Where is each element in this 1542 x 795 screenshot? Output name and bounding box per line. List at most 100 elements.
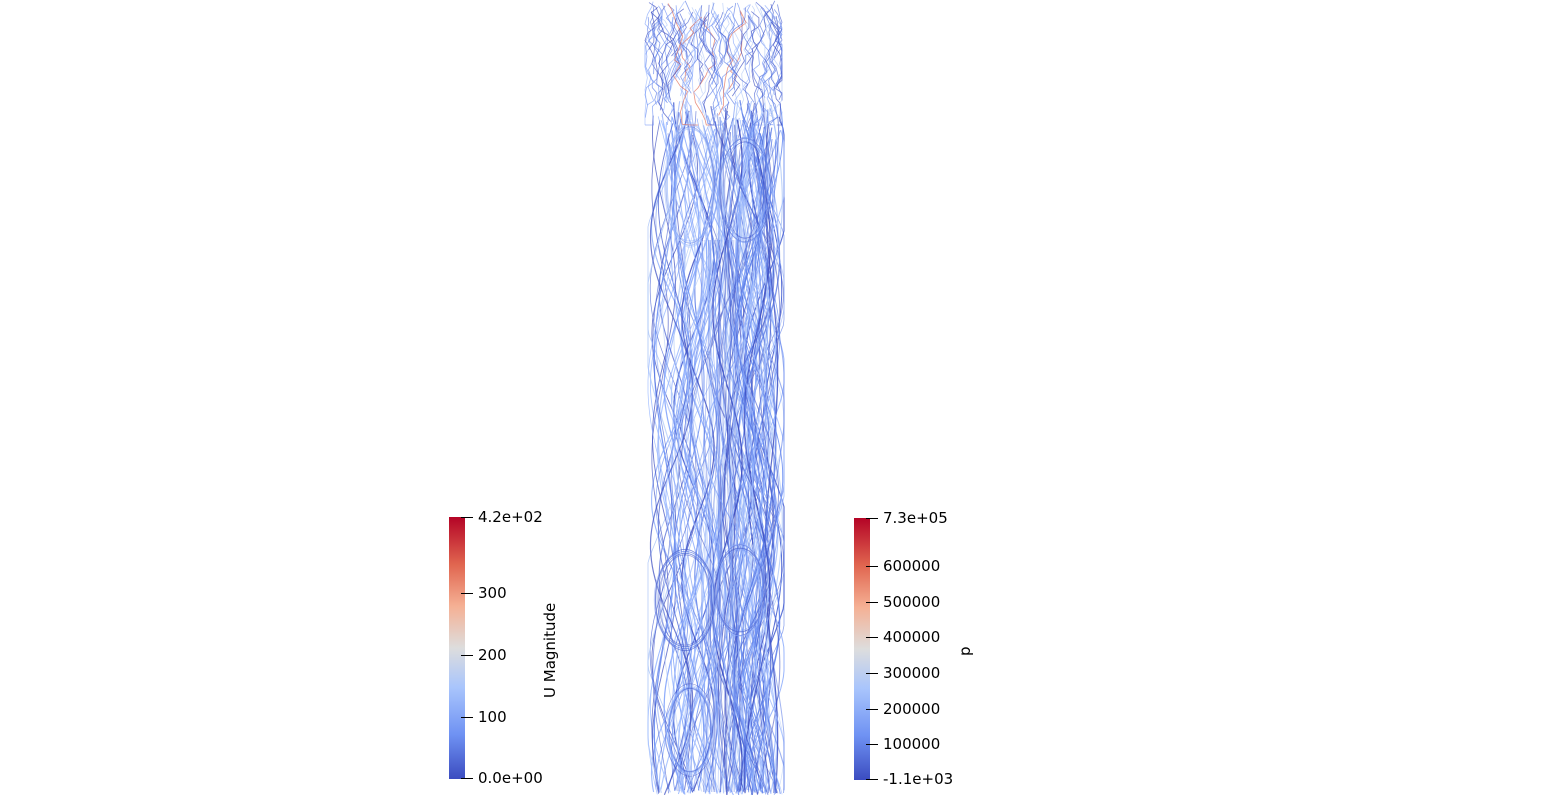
streamline: [667, 687, 713, 773]
streamline: [718, 2, 743, 105]
streamline: [673, 136, 705, 791]
streamline: [667, 18, 682, 91]
u-tick-label-100: 100: [478, 708, 507, 726]
streamline: [720, 139, 770, 241]
streamline: [715, 12, 749, 114]
streamline: [743, 139, 771, 794]
streamline: [667, 3, 699, 126]
streamlines: [644, 0, 785, 795]
streamline: [682, 106, 731, 791]
streamline: [713, 239, 721, 793]
streamline: [647, 16, 664, 111]
streamline: [658, 8, 685, 101]
streamline: [702, 17, 719, 126]
streamline: [737, 99, 781, 791]
streamline: [752, 131, 769, 792]
streamline: [665, 123, 715, 247]
streamline: [665, 121, 706, 795]
streamline: [665, 126, 715, 244]
streamline: [664, 683, 716, 777]
streamline: [729, 239, 734, 793]
streamline: [648, 2, 661, 50]
streamline: [688, 7, 704, 114]
streamline: [752, 6, 775, 125]
streamline: [764, 5, 783, 106]
streamline: [722, 2, 730, 56]
streamline: [752, 121, 781, 794]
u-tick-200: [461, 655, 473, 656]
streamline: [742, 100, 761, 791]
p-tick-500000: [866, 602, 878, 603]
streamline: [723, 141, 767, 239]
streamline: [773, 16, 783, 101]
streamline: [715, 120, 742, 793]
streamline: [702, 239, 709, 793]
streamline: [764, 124, 779, 791]
streamline: [756, 10, 778, 126]
streamline: [734, 103, 760, 794]
streamline: [727, 239, 741, 793]
streamline: [719, 239, 731, 793]
streamline: [729, 239, 736, 793]
streamline: [719, 239, 727, 793]
u-magnitude-gradient: [449, 517, 465, 779]
streamline: [644, 11, 666, 111]
streamline: [680, 13, 698, 97]
streamline: [668, 15, 677, 102]
streamline: [700, 4, 718, 87]
streamline: [704, 15, 720, 70]
streamline: [719, 5, 740, 90]
p-min-label: -1.1e+03: [883, 770, 954, 788]
streamline: [698, 12, 715, 113]
streamline: [661, 2, 680, 126]
streamline: [732, 129, 775, 790]
p-tick-label-200000: 200000: [883, 700, 941, 718]
streamline: [652, 133, 672, 794]
p-tick-400000: [866, 637, 878, 638]
p-gradient: [854, 518, 870, 780]
streamline: [677, 138, 704, 793]
streamline: [668, 688, 712, 772]
streamline: [763, 138, 785, 794]
streamline: [700, 239, 712, 793]
streamline: [668, 684, 712, 776]
streamline: [739, 14, 754, 87]
streamline: [726, 240, 733, 793]
streamline: [680, 115, 721, 794]
streamline: [764, 105, 783, 790]
streamline: [655, 548, 715, 652]
streamline: [644, 16, 674, 118]
streamline: [651, 15, 663, 75]
streamline: [687, 18, 702, 94]
streamline: [655, 103, 701, 795]
streamline: [723, 143, 767, 237]
p-tick-label-600000: 600000: [883, 557, 941, 575]
streamline: [678, 11, 694, 59]
u-tick-label-200: 200: [478, 646, 507, 664]
u-tick-300: [461, 593, 473, 594]
u-magnitude-title: U Magnitude: [541, 602, 559, 698]
streamline: [751, 9, 783, 126]
streamline: [758, 125, 774, 792]
streamline: [666, 127, 714, 243]
streamline: [681, 9, 705, 121]
streamline: [678, 13, 693, 80]
streamline: [663, 4, 685, 104]
streamline: [723, 7, 741, 98]
p-max-tick: [866, 518, 878, 519]
streamline: [657, 123, 689, 790]
streamline: [659, 552, 711, 648]
streamline: [651, 19, 664, 90]
p-tick-label-100000: 100000: [883, 735, 941, 753]
p-min-tick: [866, 779, 878, 780]
streamline: [657, 114, 686, 793]
streamline: [709, 239, 715, 793]
p-tick-200000: [866, 709, 878, 710]
p-title: p: [956, 646, 974, 656]
u-max-tick: [461, 517, 473, 518]
streamline: [684, 101, 709, 792]
streamline: [715, 547, 765, 633]
streamline: [671, 101, 686, 792]
p-tick-600000: [866, 566, 878, 567]
